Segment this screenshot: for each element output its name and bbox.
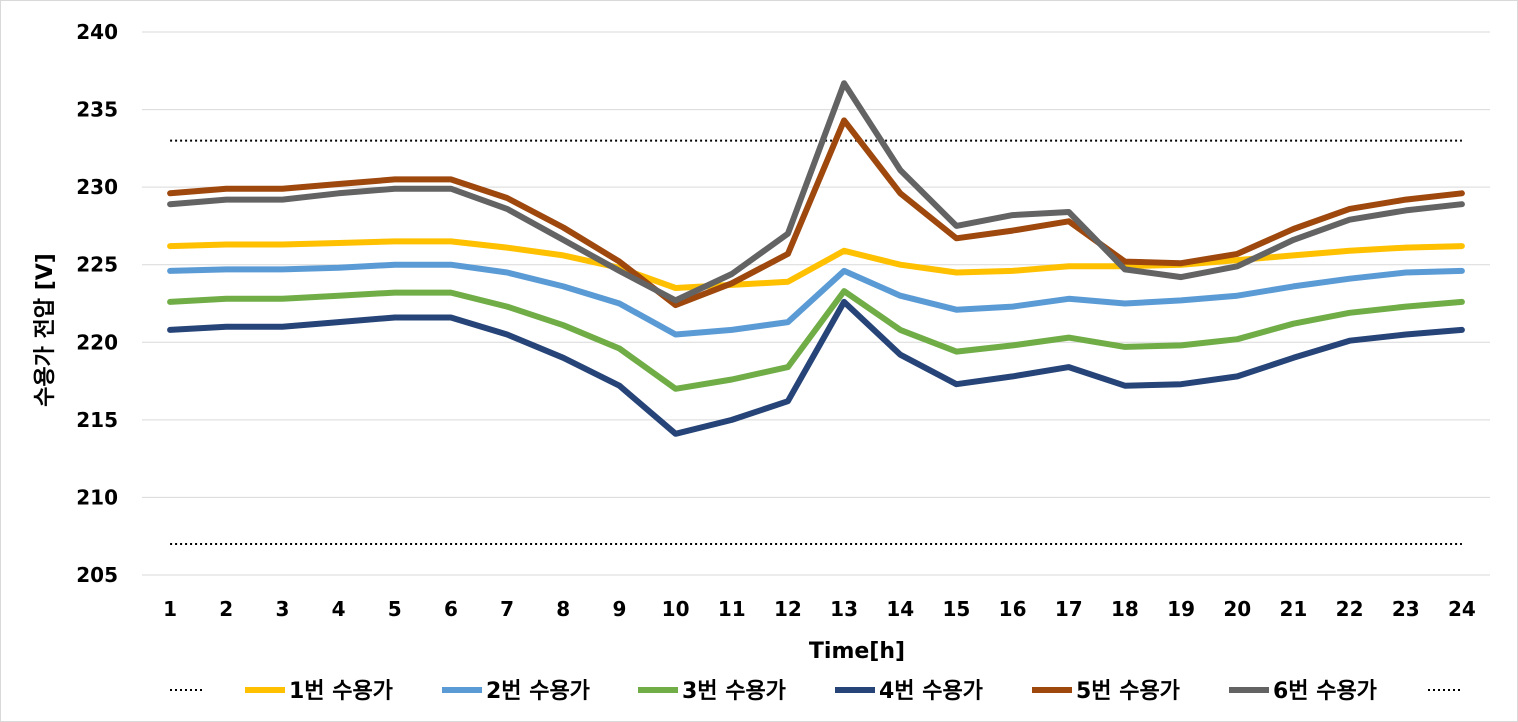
x-tick-label: 11 xyxy=(718,597,746,621)
x-tick-label: 17 xyxy=(1055,597,1083,621)
series-line-2 xyxy=(167,261,1465,338)
y-tick-labels: 205 210 215 220 225 230 235 240 xyxy=(76,20,118,587)
x-tick-label: 19 xyxy=(1167,597,1195,621)
y-tick-label: 210 xyxy=(76,485,118,509)
series-line-3 xyxy=(167,288,1465,392)
x-tick-label: 6 xyxy=(444,597,458,621)
y-tick-label: 205 xyxy=(76,563,118,587)
x-tick-label: 12 xyxy=(774,597,802,621)
x-tick-label: 15 xyxy=(942,597,970,621)
x-tick-label: 16 xyxy=(999,597,1027,621)
x-tick-label: 10 xyxy=(662,597,690,621)
series-line-4 xyxy=(167,298,1465,437)
x-tick-label: 1 xyxy=(163,597,177,621)
x-tick-label: 4 xyxy=(332,597,346,621)
x-tick-label: 9 xyxy=(612,597,626,621)
x-axis-title: Time[h] xyxy=(809,639,905,664)
legend-label-5: 5번 수용가 xyxy=(1076,679,1180,704)
x-tick-label: 13 xyxy=(830,597,858,621)
series-line-5 xyxy=(167,117,1465,309)
x-tick-label: 20 xyxy=(1223,597,1251,621)
y-tick-label: 225 xyxy=(76,253,118,277)
y-axis-title: 수용가 전압 [V] xyxy=(33,253,58,407)
x-tick-label: 22 xyxy=(1336,597,1364,621)
y-tick-label: 235 xyxy=(76,98,118,122)
gridlines xyxy=(142,31,1490,576)
x-tick-labels: 1 2 3 4 5 6 7 8 9 10 11 12 13 14 15 16 17 18 19 20 21 22 23 24 xyxy=(163,597,1476,621)
legend-label-1: 1번 수용가 xyxy=(289,679,393,704)
x-tick-label: 14 xyxy=(886,597,914,621)
legend-label-4: 4번 수용가 xyxy=(879,679,983,704)
x-tick-label: 8 xyxy=(556,597,570,621)
reference-lines xyxy=(170,139,1462,545)
legend-label-3: 3번 수용가 xyxy=(682,679,786,704)
x-tick-label: 24 xyxy=(1448,597,1476,621)
y-tick-label: 240 xyxy=(76,20,118,44)
legend-label-6: 6번 수용가 xyxy=(1273,679,1377,704)
y-tick-label: 220 xyxy=(76,330,118,354)
x-tick-label: 5 xyxy=(388,597,402,621)
y-tick-label: 215 xyxy=(76,408,118,432)
x-tick-label: 2 xyxy=(219,597,233,621)
x-tick-label: 18 xyxy=(1111,597,1139,621)
legend: 1번 수용가 2번 수용가 3번 수용가 4번 수용가 5번 수용가 6번 수용가 xyxy=(170,679,1461,704)
y-tick-label: 230 xyxy=(76,175,118,199)
series-line-6 xyxy=(167,80,1465,304)
x-tick-label: 23 xyxy=(1392,597,1420,621)
x-tick-label: 7 xyxy=(500,597,514,621)
x-tick-label: 3 xyxy=(275,597,289,621)
x-tick-label: 21 xyxy=(1279,597,1307,621)
legend-label-2: 2번 수용가 xyxy=(486,679,590,704)
series-lines xyxy=(167,80,1465,437)
